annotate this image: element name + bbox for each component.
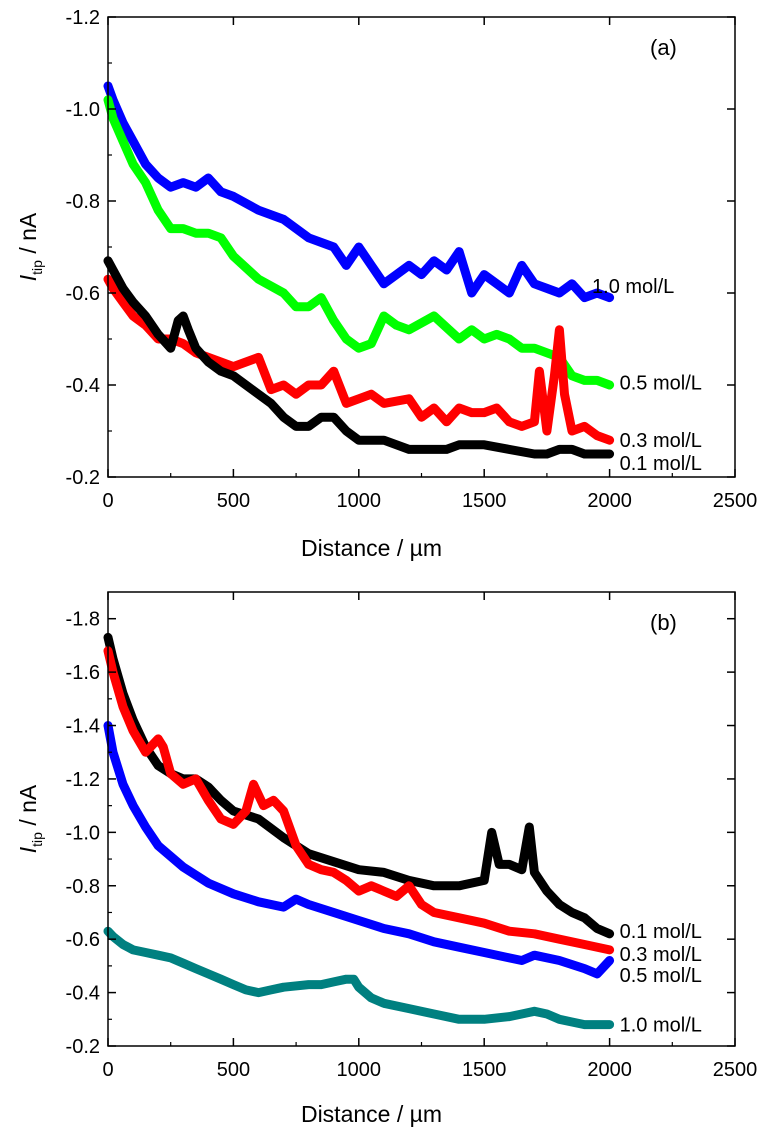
y-tick-label: -0.2	[66, 1036, 100, 1058]
x-tick-label: 2500	[713, 1059, 758, 1081]
y-axis-label-main: I	[15, 274, 41, 281]
series-line	[103, 646, 615, 955]
x-tick-label: 2000	[587, 1059, 632, 1081]
y-tick-label: -1.6	[66, 662, 100, 684]
y-tick-label: -1.2	[66, 769, 100, 791]
series-line	[103, 274, 615, 445]
x-axis-label: Distance / µm	[301, 535, 442, 561]
x-axis-label: Distance / µm	[301, 1101, 442, 1127]
y-tick-label: -1.2	[66, 7, 100, 29]
series-line	[103, 632, 615, 939]
series-label: 0.5 mol/L	[620, 965, 702, 987]
series-label: 0.5 mol/L	[620, 373, 702, 395]
y-tick-label: -0.8	[66, 876, 100, 898]
x-tick-label: 500	[217, 490, 250, 512]
x-tick-label: 1500	[462, 490, 507, 512]
y-tick-label: -1.8	[66, 609, 100, 631]
series-line	[103, 256, 615, 459]
chart-panel-b: 0 500 1000 1500 2000 2500 -1.8 -1.6 -1.4 -1.2 -1.0…	[15, 591, 758, 1127]
x-tick-label: 2000	[587, 490, 632, 512]
plot-frame	[107, 16, 736, 478]
y-tick-label: -0.4	[66, 983, 100, 1005]
series-label: 1.0 mol/L	[620, 1015, 702, 1037]
y-axis-label-unit: / nA	[15, 784, 41, 832]
y-tick-label: -0.8	[66, 191, 100, 213]
y-axis-label: Itip / nA	[15, 784, 45, 853]
y-tick-label: -0.2	[66, 467, 100, 489]
x-tick-label: 500	[217, 1059, 250, 1081]
series-line	[103, 81, 615, 303]
x-tick-label: 1000	[337, 1059, 382, 1081]
series-label: 0.3 mol/L	[620, 430, 702, 452]
x-tick-label: 1500	[462, 1059, 507, 1081]
series-label: 0.1 mol/L	[620, 453, 702, 475]
y-axis-label-sub: tip	[29, 260, 45, 275]
y-axis-label-sub: tip	[29, 832, 45, 847]
y-tick-label: -0.6	[66, 929, 100, 951]
y-tick-label: -0.6	[66, 283, 100, 305]
y-tick-label: -1.0	[66, 99, 100, 121]
y-axis-label-main: I	[15, 846, 41, 853]
y-tick-label: -1.4	[66, 716, 100, 738]
series-line	[103, 926, 615, 1030]
x-tick-label: 0	[102, 1059, 113, 1081]
panel-label: (a)	[650, 35, 677, 60]
series-label: 0.3 mol/L	[620, 944, 702, 966]
series-line	[103, 721, 615, 979]
series-label: 1.0 mol/L	[592, 276, 674, 298]
x-tick-label: 1000	[337, 490, 382, 512]
series-line	[103, 95, 615, 390]
x-tick-label: 0	[102, 490, 113, 512]
y-axis-label-unit: / nA	[15, 212, 41, 260]
x-tick-label: 2500	[713, 490, 758, 512]
y-axis-label: Itip / nA	[15, 212, 45, 281]
chart-panel-a: 0 500 1000 1500 2000 2500 -1.2 -1.0 -0.8 -0.6 -0.4…	[15, 7, 757, 561]
series-label: 0.1 mol/L	[620, 921, 702, 943]
y-tick-label: -0.4	[66, 375, 100, 397]
y-tick-label: -1.0	[66, 822, 100, 844]
panel-label: (b)	[650, 610, 677, 635]
